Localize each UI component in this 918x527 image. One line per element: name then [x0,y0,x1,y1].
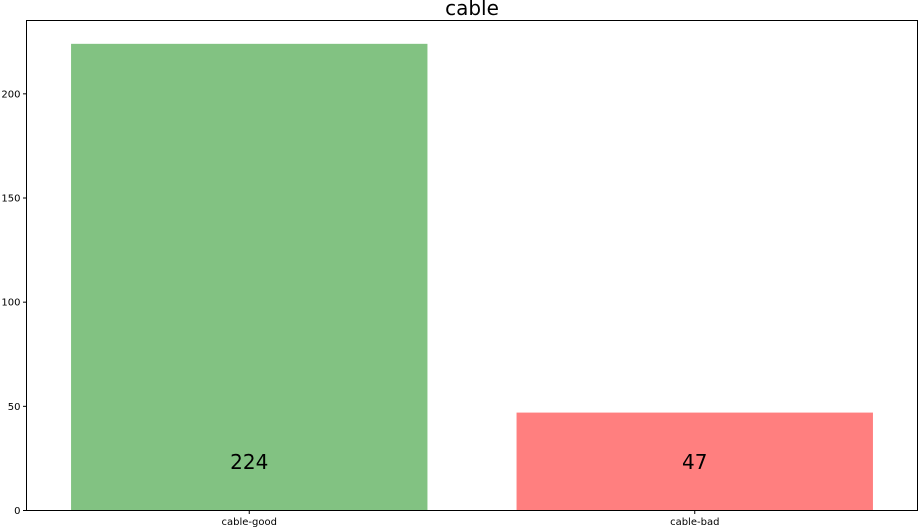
x-axis: cable-good cable-bad [222,510,719,527]
y-tick-label: 150 [1,194,20,205]
bar-labels-layer: 224 47 [230,450,707,474]
x-tick-label: cable-bad [670,517,719,527]
x-tick-label: cable-good [222,517,277,527]
bar-value-label: 224 [230,450,268,474]
y-tick-label: 0 [14,506,20,517]
bars-layer [71,43,873,511]
bar-value-label: 47 [682,450,707,474]
y-tick-label: 100 [1,298,20,309]
bar-cable-good [71,43,428,511]
bar-cable-bad [516,412,873,511]
y-tick-label: 200 [1,89,20,100]
y-tick-label: 50 [8,402,21,413]
chart-title: cable [445,0,499,20]
y-axis: 0 50 100 150 200 [1,89,27,517]
